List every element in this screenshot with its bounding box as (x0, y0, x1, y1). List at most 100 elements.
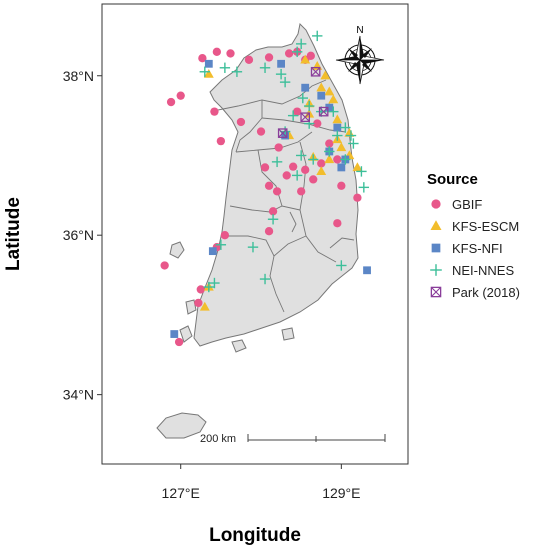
scale-bar: 200 km (200, 433, 386, 445)
point-gbif (256, 127, 266, 136)
point-gbif (174, 337, 184, 347)
point-gbif (337, 181, 346, 190)
point-kfs-escm (300, 54, 311, 64)
point-gbif (264, 181, 274, 190)
scale-bar-label: 200 km (200, 433, 236, 445)
point-gbif (226, 49, 235, 58)
point-gbif (260, 163, 270, 172)
point-nei-nnes (247, 241, 259, 253)
point-park-2018 (277, 128, 288, 138)
legend-key-nei-nnes (430, 264, 442, 276)
point-kfs-nfi (325, 103, 334, 112)
legend-label-nei-nnes: NEI-NNES (452, 263, 514, 278)
point-gbif (313, 119, 322, 128)
point-nei-nnes (231, 66, 243, 77)
point-kfs-escm (336, 142, 347, 152)
axes: 127°E 129°E 38°N 36°N 34°N (63, 68, 361, 501)
point-nei-nnes (271, 156, 283, 168)
point-gbif (282, 171, 291, 180)
point-nei-nnes (259, 273, 271, 285)
point-nei-nnes (291, 46, 303, 58)
point-kfs-nfi (363, 266, 371, 275)
jeju-island (156, 412, 207, 439)
legend-key-park-2018 (430, 286, 442, 298)
legend-key-gbif (431, 199, 441, 209)
point-gbif (306, 51, 315, 60)
point-gbif (264, 227, 274, 236)
point-nei-nnes (345, 130, 357, 141)
point-gbif (297, 187, 306, 196)
point-kfs-escm (328, 94, 339, 104)
point-nei-nnes (356, 166, 367, 177)
legend-label-kfs-nfi: KFS-NFI (452, 241, 503, 256)
x-tick-label: 129°E (322, 485, 360, 501)
point-nei-nnes (308, 154, 319, 165)
point-park-2018 (310, 66, 321, 77)
y-tick-label: 38°N (63, 68, 94, 84)
point-nei-nnes (297, 92, 308, 104)
point-nei-nnes (219, 62, 231, 73)
point-kfs-escm (332, 114, 343, 124)
y-axis-title: Latitude (3, 197, 24, 271)
point-gbif (176, 91, 185, 100)
point-kfs-nfi (208, 247, 217, 256)
occurrence-points (160, 30, 371, 347)
point-gbif (288, 162, 298, 171)
legend-label-park-2018: Park (2018) (452, 285, 520, 300)
legend: Source GBIF KFS-ESCM KFS-NFI NEI-NNES Park (… (427, 171, 520, 300)
point-gbif (194, 298, 203, 308)
legend-key-kfs-escm (430, 220, 442, 231)
point-gbif (196, 285, 205, 294)
point-gbif (244, 55, 254, 64)
point-park-2018 (300, 112, 311, 123)
point-kfs-nfi (301, 83, 310, 92)
point-nei-nnes (328, 106, 339, 117)
point-gbif (236, 117, 246, 127)
south-island-2 (281, 327, 295, 341)
point-nei-nnes (358, 182, 370, 193)
west-island-2 (185, 299, 197, 315)
point-gbif (216, 136, 226, 146)
point-nei-nnes (279, 76, 291, 88)
point-nei-nnes (267, 214, 279, 225)
point-gbif (272, 187, 282, 196)
point-nei-nnes (209, 277, 220, 289)
point-nei-nnes (336, 260, 347, 271)
point-kfs-escm (324, 154, 335, 164)
west-island-1 (169, 241, 185, 259)
point-gbif (309, 175, 318, 184)
y-tick-label: 36°N (63, 227, 94, 243)
point-gbif (212, 47, 222, 56)
point-nei-nnes (295, 38, 307, 50)
point-nei-nnes (259, 62, 271, 73)
point-kfs-nfi (337, 163, 346, 172)
point-kfs-nfi (333, 123, 342, 132)
y-tick-label: 34°N (63, 387, 94, 403)
point-gbif (353, 193, 362, 202)
point-kfs-nfi (204, 59, 213, 68)
point-nei-nnes (203, 281, 215, 293)
point-nei-nnes (332, 130, 343, 141)
point-kfs-escm (352, 162, 363, 172)
point-nei-nnes (348, 138, 359, 149)
point-kfs-nfi (317, 91, 326, 100)
point-nei-nnes (340, 122, 351, 133)
point-gbif (333, 219, 342, 228)
legend-label-kfs-escm: KFS-ESCM (452, 219, 519, 234)
point-gbif (210, 107, 219, 116)
south-island-1 (231, 339, 247, 353)
north-label: N (356, 25, 363, 36)
point-kfs-nfi (170, 330, 179, 338)
north-arrow: N (335, 25, 385, 85)
point-nei-nnes (340, 154, 351, 165)
point-nei-nnes (295, 150, 307, 161)
point-kfs-nfi (277, 59, 286, 68)
point-gbif (264, 53, 274, 62)
point-kfs-escm (203, 68, 214, 78)
point-gbif (268, 207, 278, 216)
legend-label-gbif: GBIF (452, 197, 482, 212)
legend-key-kfs-nfi (431, 243, 441, 253)
point-nei-nnes (199, 66, 211, 77)
point-nei-nnes (324, 146, 335, 157)
point-gbif (293, 107, 302, 116)
